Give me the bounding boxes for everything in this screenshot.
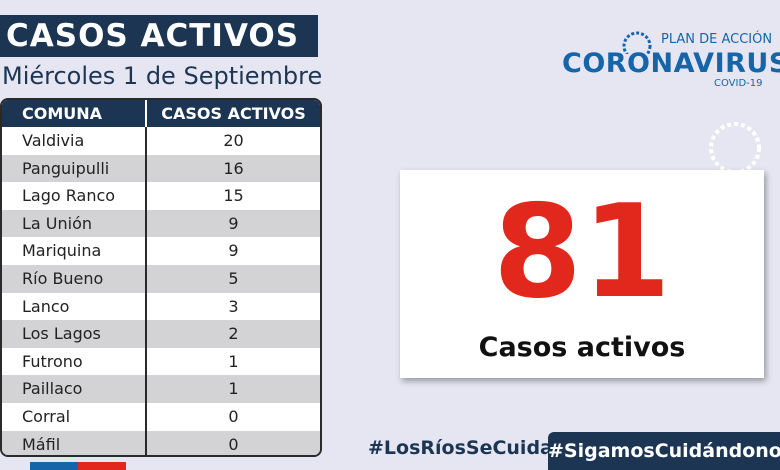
hashtag: #LosRíosSeCuida bbox=[368, 437, 553, 459]
table-row: Futrono 1 bbox=[2, 347, 320, 376]
commune-cell: Futrono bbox=[2, 347, 147, 376]
cases-cell: 3 bbox=[228, 296, 239, 316]
column-header: CASOS ACTIVOS bbox=[161, 104, 306, 123]
table-header: COMUNA CASOS ACTIVOS bbox=[2, 100, 320, 127]
virus-decoration bbox=[709, 122, 761, 174]
commune-cell: Paillaco bbox=[2, 375, 147, 403]
cases-cell: 1 bbox=[228, 351, 239, 371]
commune-cell: Panguipulli bbox=[2, 154, 147, 183]
cases-cell: 20 bbox=[223, 131, 244, 150]
cases-cell: 0 bbox=[228, 434, 239, 454]
table-row: Corral 0 bbox=[2, 402, 320, 431]
table-row: Máfil 0 bbox=[2, 430, 320, 455]
table: COMUNA CASOS ACTIVOS Valdivia 20 Panguipulli… bbox=[0, 98, 322, 457]
commune-cell: Valdivia bbox=[2, 127, 147, 155]
title: CASOS ACTIVOS bbox=[0, 15, 318, 57]
commune-cell: La Unión bbox=[2, 209, 147, 238]
commune-cell: Lago Ranco bbox=[2, 182, 147, 210]
cases-cell: 9 bbox=[228, 241, 239, 261]
table-row: Panguipulli 16 bbox=[2, 154, 320, 183]
commune-cell: Corral bbox=[2, 402, 147, 431]
column-header: COMUNA bbox=[2, 100, 147, 127]
table-row: Lago Ranco 15 bbox=[2, 182, 320, 210]
table-row: Los Lagos 2 bbox=[2, 320, 320, 348]
total-value: 81 bbox=[492, 178, 672, 327]
logo-sub: COVID-19 bbox=[714, 78, 763, 89]
cases-cell: 15 bbox=[223, 186, 244, 206]
commune-cell: Los Lagos bbox=[2, 320, 147, 348]
logo-main: CORONAVIRUS bbox=[562, 48, 780, 79]
virus-icon bbox=[622, 31, 652, 54]
cases-cell: 1 bbox=[228, 379, 239, 399]
total-label: Casos activos bbox=[478, 332, 686, 363]
cases-cell: 5 bbox=[228, 268, 239, 288]
commune-cell: Lanco bbox=[2, 292, 147, 321]
cases-cell: 16 bbox=[223, 158, 244, 178]
cases-cell: 9 bbox=[228, 213, 239, 233]
table-row: Río Bueno 5 bbox=[2, 264, 320, 293]
date: Miércoles 1 de Septiembre bbox=[2, 62, 323, 90]
table-row: La Unión 9 bbox=[2, 209, 320, 238]
flag-blue bbox=[30, 462, 78, 470]
table-row: Paillaco 1 bbox=[2, 375, 320, 403]
cases-cell: 2 bbox=[228, 324, 239, 344]
hashtag: #SigamosCuidándonos bbox=[548, 432, 780, 470]
total-box: 81 Casos activos bbox=[400, 170, 764, 378]
table-row: Valdivia 20 bbox=[2, 127, 320, 155]
flag-red bbox=[78, 462, 126, 470]
table-row: Lanco 3 bbox=[2, 292, 320, 321]
logo-top: PLAN DE ACCIÓN bbox=[661, 32, 773, 47]
commune-cell: Río Bueno bbox=[2, 264, 147, 293]
commune-cell: Mariquina bbox=[2, 237, 147, 265]
commune-cell: Máfil bbox=[2, 430, 147, 455]
table-row: Mariquina 9 bbox=[2, 237, 320, 265]
cases-cell: 0 bbox=[228, 406, 239, 426]
